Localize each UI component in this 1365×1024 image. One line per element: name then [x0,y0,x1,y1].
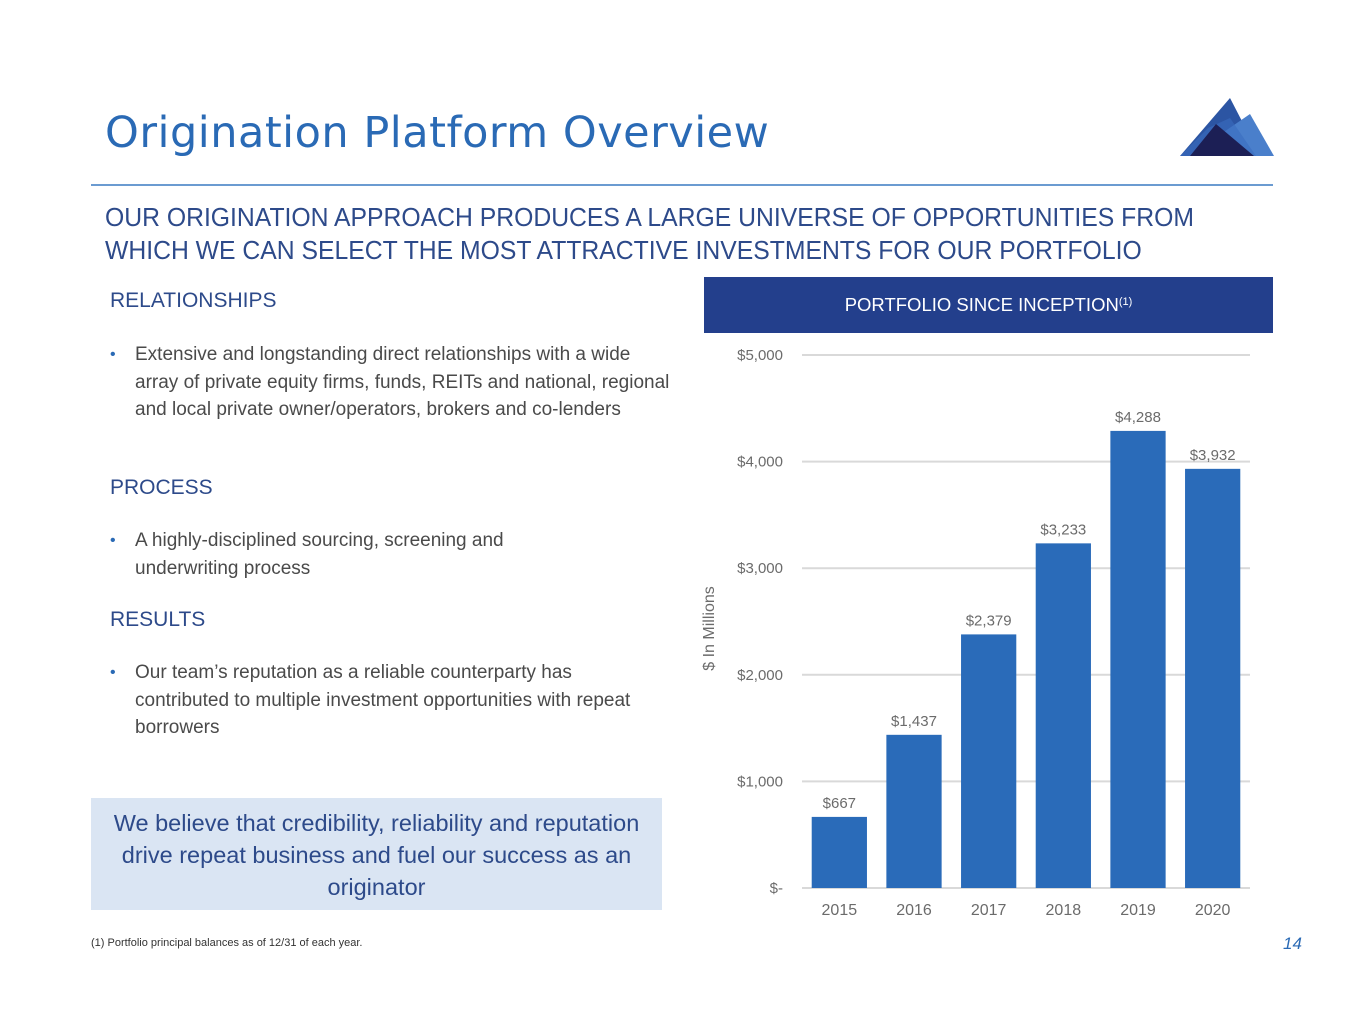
bar-2017 [961,634,1017,888]
data-label-2016: $1,437 [891,713,937,730]
y-tick-label: $4,000 [737,454,783,471]
page-title: Origination Platform Overview [105,108,770,158]
bullet-process: • A highly-disciplined sourcing, screeni… [110,527,580,582]
bullet-icon: • [110,532,116,549]
x-tick-label: 2019 [1120,902,1156,919]
bar-2016 [886,734,942,888]
bar-2019 [1110,430,1166,888]
section-heading-process: PROCESS [110,476,213,499]
title-divider [91,184,1273,186]
footnote: (1) Portfolio principal balances as of 1… [91,937,363,949]
y-tick-label: $1,000 [737,773,783,790]
mountain-logo-icon [1180,98,1274,156]
bullet-relationships: • Extensive and longstanding direct rela… [110,341,670,424]
subtitle-line-2: WHICH WE CAN SELECT THE MOST ATTRACTIVE … [105,237,1142,265]
subtitle-line-1: OUR ORIGINATION APPROACH PRODUCES A LARG… [105,204,1194,232]
x-tick-label: 2016 [896,902,932,919]
data-label-2020: $3,932 [1190,447,1236,464]
bar-2015 [811,816,867,888]
chart-header: PORTFOLIO SINCE INCEPTION (1) [704,277,1273,333]
bullet-icon: • [110,346,116,363]
bar-2018 [1035,543,1091,888]
section-heading-results: RESULTS [110,608,206,631]
subtitle: OUR ORIGINATION APPROACH PRODUCES A LARG… [105,202,1230,268]
bar-2020 [1185,468,1241,888]
data-label-2019: $4,288 [1115,409,1161,426]
x-tick-label: 2017 [971,902,1007,919]
bullet-text: A highly-disciplined sourcing, screening… [135,530,504,579]
page-number: 14 [1283,934,1302,953]
y-axis-label: $ In Millions [701,586,718,670]
bullet-text: Our team’s reputation as a reliable coun… [135,662,631,738]
y-tick-label: $- [770,880,783,897]
y-tick-label: $3,000 [737,560,783,577]
x-tick-label: 2018 [1046,902,1082,919]
data-label-2017: $2,379 [966,612,1012,629]
bullet-results: • Our team’s reputation as a reliable co… [110,659,655,742]
x-tick-label: 2020 [1195,902,1231,919]
y-tick-label: $5,000 [737,347,783,364]
data-label-2018: $3,233 [1040,521,1086,538]
bullet-text: Extensive and longstanding direct relati… [135,344,670,420]
bar-chart: $- $1,000 $2,000 $3,000 $4,000 $5,000 $ In Mil… [701,347,1250,919]
x-tick-label: 2015 [822,902,858,919]
chart-header-label: PORTFOLIO SINCE INCEPTION [844,294,1119,315]
y-tick-label: $2,000 [737,667,783,684]
callout-box: We believe that credibility, reliability… [91,798,662,910]
bullet-icon: • [110,664,116,681]
chart-header-footnote-ref: (1) [1118,296,1133,308]
section-heading-relationships: RELATIONSHIPS [110,289,277,312]
data-label-2015: $667 [823,795,856,812]
